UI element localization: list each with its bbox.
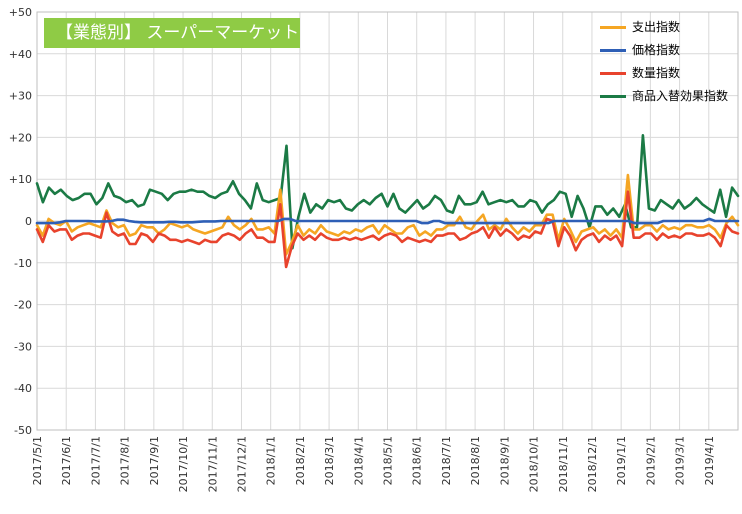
legend-item: 支出指数 (600, 18, 738, 41)
x-tick-label: 2019/3/1 (674, 436, 687, 485)
x-tick-label: 2019/4/1 (703, 436, 716, 485)
x-tick-label: 2017/11/1 (206, 436, 219, 492)
legend-swatch-quantity (600, 72, 626, 75)
legend: 支出指数 価格指数 数量指数 商品入替効果指数 (600, 18, 738, 110)
x-tick-label: 2018/9/1 (498, 436, 511, 485)
y-tick-label: +30 (9, 90, 32, 103)
y-tick-label: 0 (25, 215, 32, 228)
legend-label: 価格指数 (632, 43, 681, 57)
legend-item: 商品入替効果指数 (600, 87, 738, 110)
x-tick-label: 2017/5/1 (31, 436, 44, 485)
spending-index-line (35, 173, 740, 256)
legend-item: 価格指数 (600, 41, 738, 64)
replacement-effect-index-line (35, 134, 740, 250)
x-tick-label: 2018/8/1 (469, 436, 482, 485)
legend-label: 商品入替効果指数 (632, 89, 729, 103)
price-index-line (35, 217, 740, 225)
legend-swatch-replacement (600, 95, 626, 98)
x-tick-label: 2018/10/1 (528, 436, 541, 492)
x-tick-label: 2018/4/1 (352, 436, 365, 485)
x-tick-label: 2018/11/1 (557, 436, 570, 492)
x-tick-label: 2018/6/1 (411, 436, 424, 485)
y-tick-label: +40 (9, 48, 32, 61)
x-tick-label: 2017/12/1 (235, 436, 248, 492)
chart-title: 【業態別】 スーパーマーケット (44, 18, 300, 48)
x-tick-label: 2017/9/1 (148, 436, 161, 485)
x-tick-label: 2017/7/1 (89, 436, 102, 485)
legend-swatch-spending (600, 26, 626, 29)
y-tick-label: -10 (14, 257, 32, 270)
x-tick-label: 2017/6/1 (60, 436, 73, 485)
x-tick-label: 2018/7/1 (440, 436, 453, 485)
x-tick-label: 2018/5/1 (382, 436, 395, 485)
legend-label: 支出指数 (632, 20, 681, 34)
x-tick-label: 2018/3/1 (323, 436, 336, 485)
y-tick-label: -30 (14, 340, 32, 353)
y-tick-label: -50 (14, 424, 32, 437)
legend-swatch-price (600, 49, 626, 52)
y-tick-label: -20 (14, 299, 32, 312)
legend-label: 数量指数 (632, 66, 681, 80)
y-tick-label: +50 (9, 6, 32, 19)
y-tick-label: +20 (9, 131, 32, 144)
legend-item: 数量指数 (600, 64, 738, 87)
y-tick-label: +10 (9, 173, 32, 186)
x-tick-label: 2017/8/1 (119, 436, 132, 485)
x-tick-label: 2019/2/1 (644, 436, 657, 485)
x-tick-label: 2018/12/1 (586, 436, 599, 492)
x-tick-label: 2019/1/1 (615, 436, 628, 485)
quantity-index-line (35, 190, 740, 269)
x-tick-label: 2017/10/1 (177, 436, 190, 492)
x-tick-label: 2018/1/1 (265, 436, 278, 485)
y-tick-label: -40 (14, 382, 32, 395)
x-tick-label: 2018/2/1 (294, 436, 307, 485)
